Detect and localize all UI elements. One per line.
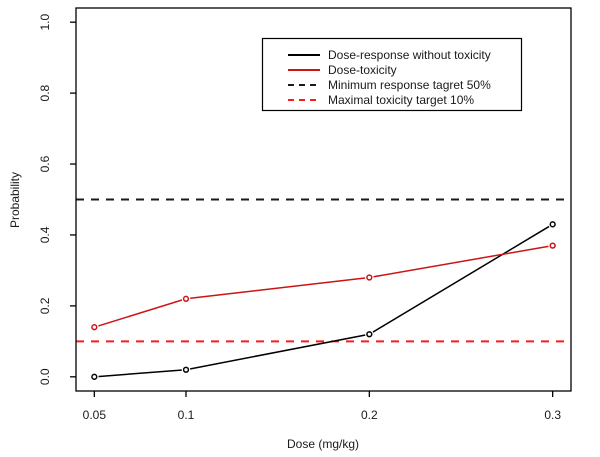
series-layer — [90, 220, 557, 382]
series-marker-1 — [549, 242, 556, 249]
legend-label-toxicity-target: Maximal toxicity target 10% — [328, 93, 474, 107]
legend-label-dose-response: Dose-response without toxicity — [328, 48, 491, 62]
y-tick-label: 0.6 — [38, 155, 52, 172]
y-tick-label: 0.8 — [38, 84, 52, 101]
legend-box — [261, 37, 523, 112]
series-marker-0 — [91, 373, 98, 380]
series-line-1 — [94, 244, 553, 328]
x-tick-label: 0.3 — [544, 408, 561, 422]
series-marker-0 — [366, 331, 373, 338]
series-marker-1 — [366, 274, 373, 281]
x-axis-title: Dose (mg/kg) — [287, 437, 359, 451]
axes-layer: 0.05 0.1 0.2 0.3 0.0 0.2 0.4 0.6 0.8 1.0 — [38, 7, 572, 422]
legend-label-response-target: Minimum response tagret 50% — [328, 78, 491, 92]
series-marker-0 — [549, 221, 556, 228]
series-marker-0 — [182, 366, 190, 373]
legend-label-dose-toxicity: Dose-toxicity — [328, 63, 397, 77]
y-axis-title: Probability — [8, 172, 22, 228]
legend-line-samples — [288, 54, 320, 101]
reference-lines-layer — [76, 198, 571, 343]
y-tick-label: 1.0 — [38, 14, 52, 31]
series-marker-1 — [182, 295, 190, 302]
series-line-0 — [94, 223, 554, 378]
y-tick-label: 0.0 — [38, 368, 52, 385]
y-tick-label: 0.4 — [38, 226, 52, 243]
x-tick-label: 0.1 — [178, 408, 195, 422]
series-marker-1 — [91, 324, 98, 331]
y-tick-label: 0.2 — [38, 297, 52, 314]
plot-border — [75, 7, 572, 392]
x-tick-label: 0.05 — [83, 408, 107, 422]
x-tick-label: 0.2 — [361, 408, 378, 422]
legend: Dose-response without toxicity Dose-toxi… — [261, 37, 523, 112]
